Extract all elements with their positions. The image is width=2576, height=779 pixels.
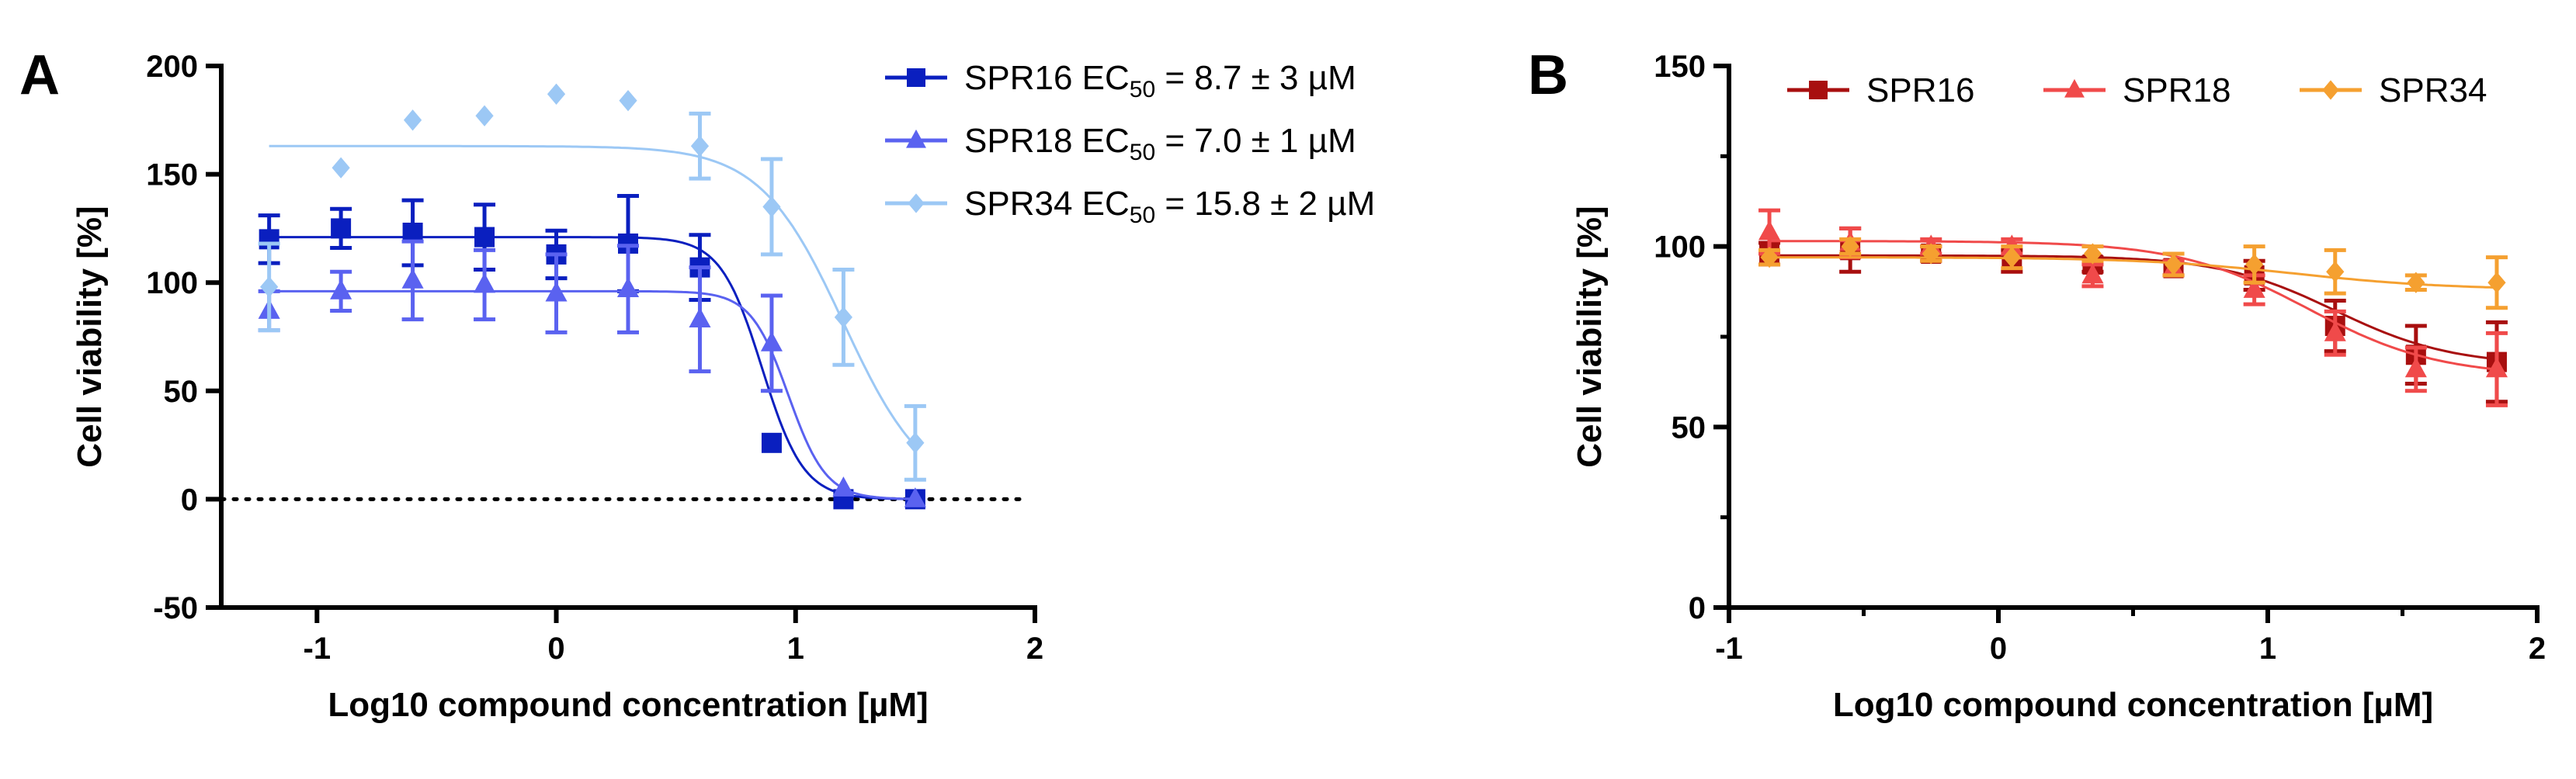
panel-b-data-point [2243,278,2265,298]
panel-a-data-point [260,276,279,298]
panel-a-data-point [690,135,710,157]
panel-b-data-point [2081,263,2104,284]
panel-a-y-tick-label: 0 [181,483,198,517]
panel-b-data-point [1922,243,1940,265]
panel-a-data-point [402,222,423,243]
panel-b-y-tick-label: 50 [1672,410,1706,445]
panel-b-legend-marker [1809,81,1828,99]
panel-a-x-tick-label: 2 [1026,632,1043,666]
panel-a-data-point [689,307,711,328]
panel-a-data-point [547,83,566,105]
panel-b-y-tick-label: 150 [1654,50,1706,84]
panel-b-data-point [2002,246,2021,268]
panel-a-data-point [906,432,925,454]
panel-a-legend-label: SPR18 EC50 = 7.0 ± 1 µM [964,122,1356,165]
panel-b-y-axis-label: Cell viability [%] [1571,206,1609,467]
panel-b-legend-item-spr34: SPR34 [2300,71,2487,109]
panel-b-series-spr34 [1758,236,2508,310]
panel-a-y-tick-label: -50 [153,591,198,625]
panel-b-legend-item-spr16: SPR16 [1787,71,1974,109]
panel-a-data-point [403,109,422,131]
panel-a-chart: -50 0 50 100 150 200 -1 0 1 2 Log10 compound conce… [71,50,1375,724]
panel-a-legend-item-spr18: SPR18 EC50 = 7.0 ± 1 µM [885,122,1356,165]
panel-b-legend-marker [2322,80,2339,100]
panel-a-x-tick-label: 1 [787,632,804,666]
panel-a-legend-item-spr34: SPR34 EC50 = 15.8 ± 2 µM [885,185,1375,228]
panel-a-legend-item-spr16: SPR16 EC50 = 8.7 ± 3 µM [885,59,1356,102]
panel-a-data-point [616,277,640,297]
panel-a-data-point [762,196,781,218]
panel-a-data-point [761,432,782,453]
panel-a-data-point [330,279,352,299]
panel-a-data-point [760,331,783,351]
panel-b-x-tick-label: -1 [1715,632,1743,666]
panel-a-fit-curve [269,236,915,500]
panel-b-x-tick-label: 0 [1990,632,2007,666]
panel-b-data-point [2083,243,2102,265]
panel-a-series-spr16 [258,194,925,510]
panel-a-y-tick-label: 200 [146,50,198,84]
panel-b-data-point [1841,236,1859,258]
panel-a-series-spr34 [258,83,926,482]
panel-a-y-tick-label: 50 [164,375,199,409]
panel-a-legend-marker [907,68,925,87]
panel-b-x-tick-label: 2 [2529,632,2546,666]
panel-b-legend-label: SPR18 [2123,71,2231,109]
panel-b-y-tick-label: 0 [1689,591,1706,625]
panel-a-data-point [474,272,496,293]
panel-a-y-axis-label: Cell viability [%] [71,206,109,467]
panel-b-series-spr18 [1758,208,2508,407]
panel-a-x-tick-label: 0 [547,632,564,666]
panel-a-data-point [832,476,855,497]
panel-b-data-point [2487,272,2506,293]
panel-b-letter: B [1528,44,1568,106]
panel-a-data-point [545,281,568,302]
panel-b-data-point [2404,357,2427,378]
panel-a-letter: A [19,44,60,106]
panel-b-data-point [1758,220,1781,241]
panel-b-data-point [1760,246,1779,268]
panel-b-legend-item-spr18: SPR18 [2043,71,2231,109]
panel-a-data-point [619,90,637,112]
panel-a-data-point [332,157,350,178]
panel-a-fit-curve [269,289,915,500]
panel-b-legend-label: SPR34 [2379,71,2487,109]
panel-a-x-tick-label: -1 [304,632,332,666]
panel-b-legend-label: SPR16 [1866,71,1974,109]
panel-b-data-point [2245,254,2264,275]
panel-b-y-tick-label: 100 [1654,230,1706,265]
panel-b-chart: 0 50 100 150 -1 0 1 2 Log10 compound concentrati… [1571,50,2546,724]
panel-a-data-point [904,487,926,507]
panel-a-data-point [401,268,424,289]
panel-b-data-point [2407,272,2425,293]
panel-a-data-point [474,227,495,248]
panel-b-series-spr16 [1758,226,2508,404]
panel-a-legend-label: SPR34 EC50 = 15.8 ± 2 µM [964,185,1375,228]
panel-b-data-point [2324,321,2346,341]
panel-a-y-tick-label: 100 [146,266,198,300]
panel-b-data-point [2485,357,2508,378]
panel-b-x-tick-label: 1 [2259,632,2276,666]
panel-b-fit-curve [1769,240,2498,371]
panel-b-fit-curve [1769,254,2498,361]
panel-a-series-spr18 [258,239,926,507]
panel-a-legend-marker [906,129,926,148]
panel-a-legend-label: SPR16 EC50 = 8.7 ± 3 µM [964,59,1356,102]
panel-a-data-point [834,306,853,328]
panel-a-fit-curve [269,144,917,447]
panel-a-x-axis-label: Log10 compound concentration [µM] [328,686,928,724]
panel-b-legend-marker [2064,78,2085,98]
panel-a-legend-marker [908,193,925,213]
panel-b-data-point [2164,254,2183,275]
panel-b-x-axis-label: Log10 compound concentration [µM] [1833,686,2433,724]
panel-b-fit-curve [1769,256,2497,289]
panel-a-data-point [331,218,352,239]
panel-a-y-tick-label: 150 [146,158,198,192]
panel-a-data-point [475,105,494,126]
panel-b-data-point [2326,261,2345,282]
